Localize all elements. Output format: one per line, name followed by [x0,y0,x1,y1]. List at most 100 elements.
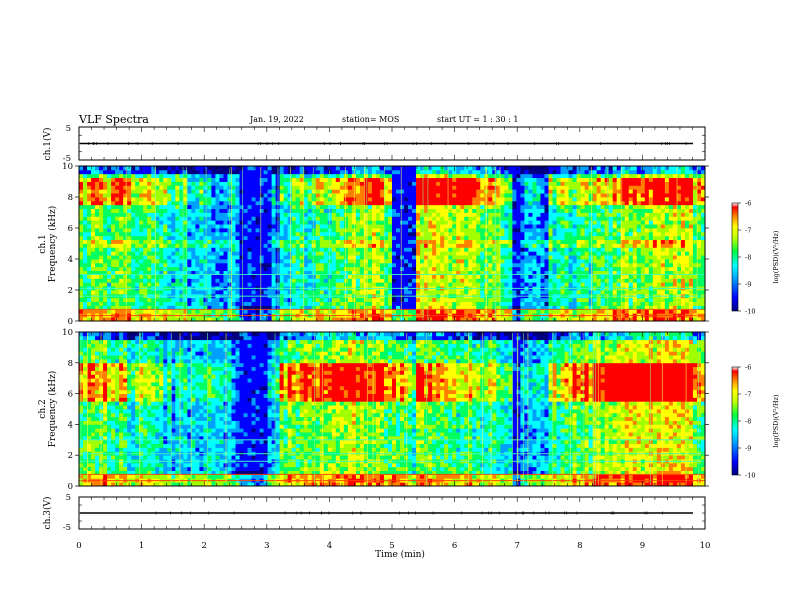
spectrogram-cell [383,216,389,221]
spectrogram-cell [115,228,120,233]
spectrogram-cell [448,193,453,198]
spectrogram-cell [472,231,477,237]
spectrogram-cell [508,282,513,287]
spectrogram-cell [279,181,285,186]
spectrogram-cell [448,224,453,229]
spectrogram-cell [412,262,417,268]
spectrogram-cell [444,255,449,260]
spectrogram-cell [287,270,293,275]
spectrogram-cell [504,305,509,310]
spectrogram-cell [187,166,192,171]
spectrogram-cell [323,193,329,198]
spectrogram-cell [331,166,337,171]
spectrogram-cell [271,181,277,186]
spectrogram-cell [199,235,204,241]
spectrogram-cell [327,282,333,287]
spectrogram-cell [79,309,84,314]
spectrogram-cell [420,204,425,210]
spectrogram-cell [392,220,397,225]
spectrogram-cell [155,290,160,295]
spectrogram-cell [516,290,521,295]
spectrogram-cell [323,259,329,264]
spectrogram-cell [315,220,321,225]
spectrogram-cell [111,297,116,303]
spectrogram-cell [496,255,501,260]
spectrogram-cell [363,231,369,237]
spectrogram-cell [528,305,533,310]
spectrogram-cell [271,235,277,241]
spectrogram-cell [251,220,256,225]
spectrogram-cell [420,193,425,198]
spectrogram-cell [239,247,244,252]
spectrogram-cell [107,266,112,272]
spectrogram-cell [147,216,152,221]
spectrogram-cell [247,166,252,171]
spectrogram-cell [387,251,393,256]
spectrogram-cell [163,251,168,256]
spectrogram-cell [163,220,168,225]
spectrogram-cell [287,255,293,260]
spectrogram-cell [367,212,373,217]
spectrogram-cell [335,270,341,275]
spectrogram-cell [424,278,429,283]
spectrogram-cell [163,262,168,268]
spectrogram-cell [207,290,212,295]
spectrogram-cell [283,274,289,279]
spectrogram-cell [347,266,353,272]
spectrogram-cell [283,235,289,241]
spectrogram-cell [243,216,248,221]
spectrogram-cell [428,301,433,306]
spectrogram-cell [556,274,561,279]
spectrogram-cell [299,224,305,229]
spectrogram-cell [235,282,240,287]
spectrogram-cell [287,301,293,306]
spectrogram-cell [219,173,224,179]
spectrogram-cell [343,193,349,198]
spectrogram-cell [119,266,124,272]
spectrogram-cell [167,166,172,171]
spectrogram-cell [468,282,473,287]
spectrogram-cell [408,259,413,264]
spectrogram-cell [392,309,397,314]
spectrogram-cell [87,189,92,194]
spectrogram-cell [464,305,469,310]
spectrogram-cell [239,282,244,287]
spectrogram-cell [408,197,413,202]
spectrogram-cell [315,255,321,260]
spectrogram-cell [536,216,541,221]
spectrogram-cell [444,177,449,182]
spectrogram-cell [468,262,473,268]
spectrogram-cell [548,317,553,322]
spectrogram-cell [520,274,525,279]
spectrogram-cell [560,235,565,241]
spectrogram-cell [524,309,529,314]
spectrogram-cell [488,274,493,279]
spectrogram-cell [347,173,353,179]
spectrogram-cell [199,177,204,182]
spectrogram-cell [383,255,389,260]
spectrogram-cell [436,228,441,233]
spectrogram-cell [560,239,565,244]
spectrogram-cell [259,208,264,213]
spectrogram-cell [223,208,228,213]
spectrogram-cell [444,259,449,264]
spectrogram-cell [223,173,228,179]
spectrogram-cell [500,301,505,306]
spectrogram-cell [139,220,144,225]
spectrogram-cell [303,231,309,237]
spectrogram-cell [436,169,441,175]
spectrogram-cell [243,262,248,268]
spectrogram-cell [343,235,349,241]
spectrogram-cell [255,189,260,194]
spectrogram-cell [255,224,260,229]
spectrogram-cell [327,270,333,275]
spectrogram-cell [412,317,417,322]
spectrogram-cell [311,278,317,283]
spectrogram-cell [556,290,561,295]
spectrogram-cell [379,189,385,194]
spectrogram-cell [560,247,565,252]
spectrogram-cell [171,216,176,221]
spectrogram-cell [151,181,156,186]
spectrogram-cell [143,204,148,210]
spectrogram-cell [428,200,433,206]
